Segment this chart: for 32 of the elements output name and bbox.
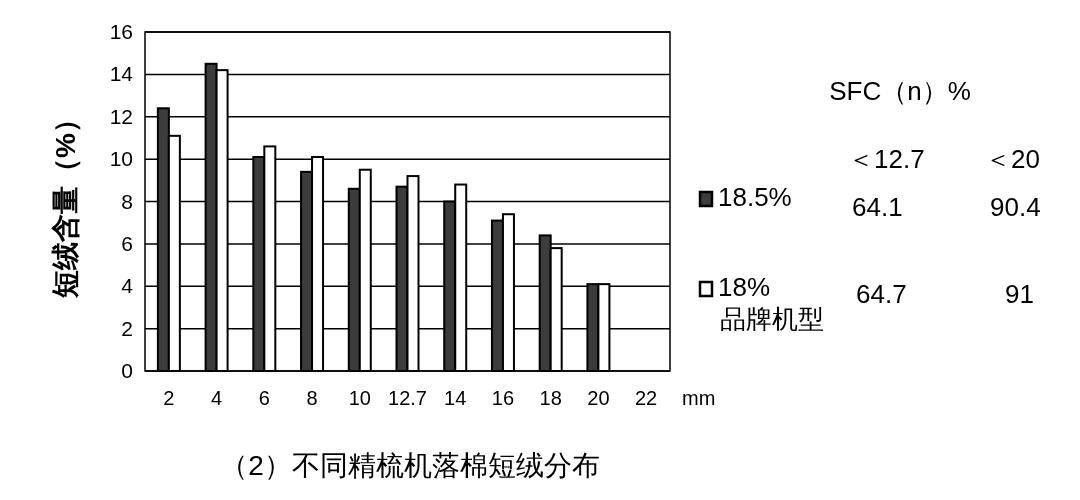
x-tick-label: 20	[587, 387, 610, 409]
text: ＜20	[985, 144, 1040, 174]
legend-label: 18% 品牌机型	[718, 272, 824, 334]
text: SFC（n）%	[829, 76, 971, 106]
y-axis-title: 短绒含量（%）	[50, 105, 81, 299]
x-tick-label: 6	[258, 387, 270, 409]
x-tick-label: 22	[635, 387, 658, 409]
text: ＜12.7	[848, 144, 925, 174]
text: 91	[1005, 279, 1034, 309]
y-tick-label: 6	[121, 231, 133, 255]
text: 90.4	[990, 192, 1041, 222]
y-tick-label: 14	[109, 62, 134, 86]
x-tick-label: 18	[539, 387, 562, 409]
text: 64.7	[856, 279, 907, 309]
y-tick-label: 12	[109, 104, 133, 128]
y-tick-label: 16	[109, 20, 133, 43]
x-tick-label: 2	[163, 387, 175, 409]
text: （2）不同精梳机落棉短绒分布	[220, 450, 600, 481]
y-tick-label: 10	[109, 147, 133, 171]
text: 64.1	[852, 192, 903, 222]
y-tick-label: 0	[121, 359, 133, 382]
x-tick-label: 12.7	[388, 387, 427, 409]
x-tick-label: 8	[306, 387, 318, 409]
x-tick-label: 4	[211, 387, 223, 409]
y-tick-label: 8	[121, 189, 133, 213]
legend-label: 18.5%	[718, 182, 792, 212]
x-tick-label: 16	[491, 387, 515, 409]
x-tick-label: 14	[444, 387, 467, 409]
x-axis-title: mm	[682, 387, 716, 409]
y-tick-label: 4	[121, 274, 134, 298]
x-tick-label: 10	[348, 387, 371, 409]
y-tick-label: 2	[121, 316, 133, 340]
